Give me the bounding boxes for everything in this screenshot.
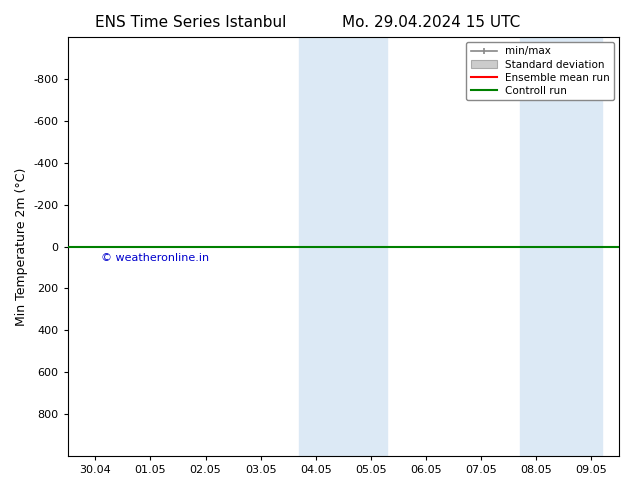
Text: Mo. 29.04.2024 15 UTC: Mo. 29.04.2024 15 UTC [342, 15, 521, 30]
Bar [520, 37, 602, 456]
Bar [299, 37, 387, 456]
Legend: min/max, Standard deviation, Ensemble mean run, Controll run: min/max, Standard deviation, Ensemble me… [467, 42, 614, 100]
Text: ENS Time Series Istanbul: ENS Time Series Istanbul [94, 15, 286, 30]
Y-axis label: Min Temperature 2m (°C): Min Temperature 2m (°C) [15, 167, 28, 326]
Text: © weatheronline.in: © weatheronline.in [101, 253, 209, 263]
